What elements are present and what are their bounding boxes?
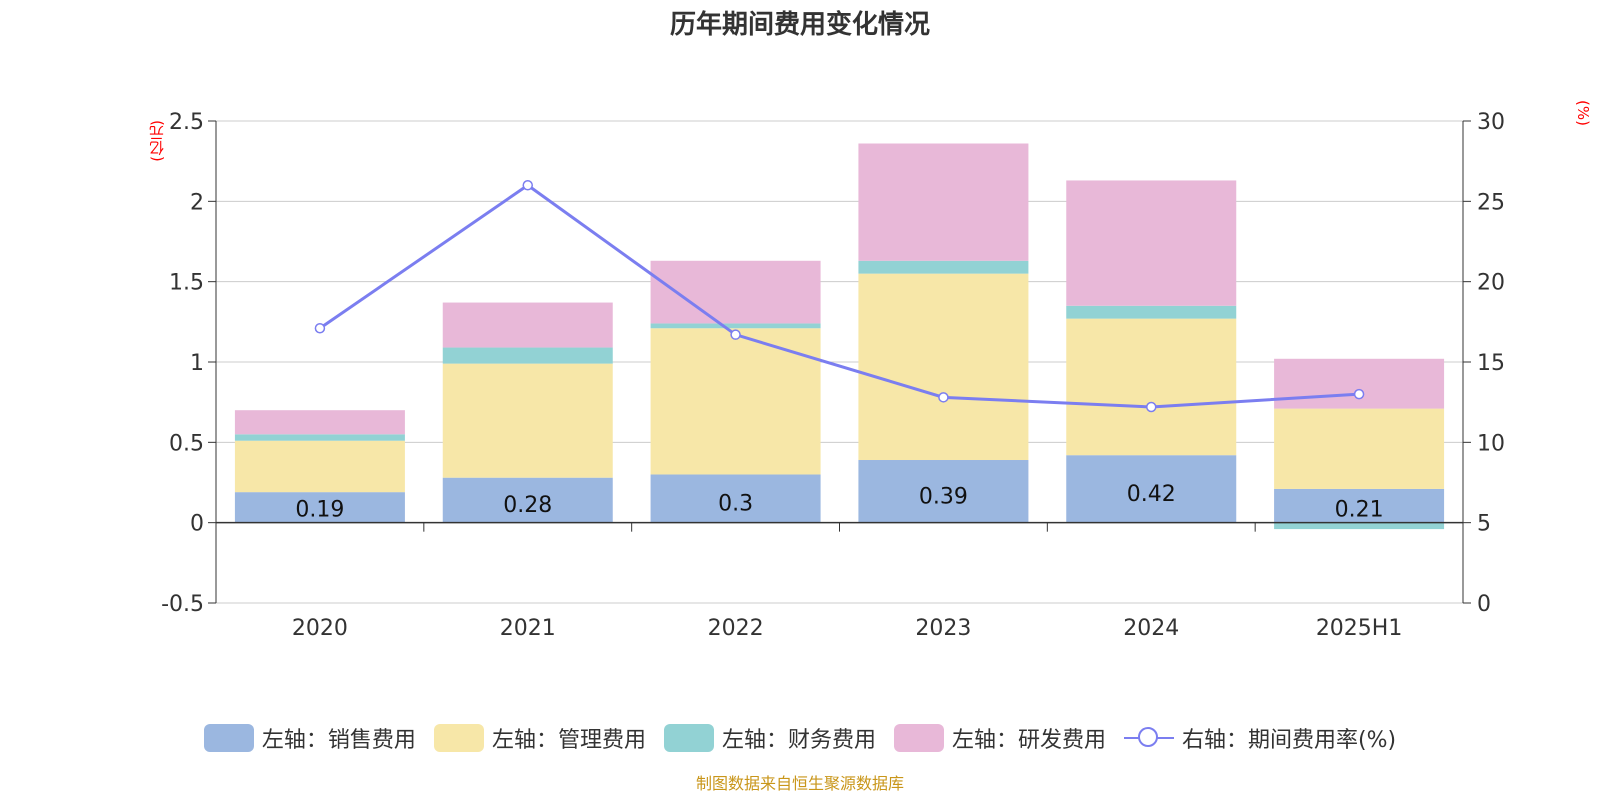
bar-segment [234, 410, 405, 435]
legend-swatch-sales [203, 724, 254, 752]
bar-segment [1274, 488, 1445, 523]
left-tick-label: 0 [190, 512, 204, 537]
legend-item-rate[interactable]: 右轴：期间费用率(%) [1123, 722, 1397, 754]
legend-swatch-finance [663, 724, 714, 752]
category-label: 2023 [915, 616, 971, 641]
bar-data-label: 0.19 [295, 498, 344, 523]
bar-data-label: 0.28 [503, 493, 552, 518]
bar-segment [858, 460, 1029, 523]
bar-segment [442, 477, 613, 523]
rate-point [1353, 388, 1365, 400]
category-label: 2020 [292, 616, 348, 641]
category-label: 2021 [500, 616, 556, 641]
right-axis-unit: (%) [1574, 100, 1592, 126]
rate-point [730, 329, 741, 340]
legend-item-admin[interactable]: 左轴：管理费用 [433, 722, 646, 754]
bar-segment [442, 363, 613, 478]
rate-point [314, 323, 326, 334]
legend: 左轴：销售费用 左轴：管理费用 左轴：财务费用 左轴：研发费用 右轴：期间费用率… [0, 722, 1600, 754]
left-tick-label: -0.5 [161, 592, 204, 617]
right-tick-label: 20 [1477, 271, 1505, 296]
bar-data-label: 0.39 [919, 484, 968, 509]
left-tick-label: 2 [190, 190, 204, 215]
legend-label-admin: 左轴：管理费用 [491, 728, 646, 753]
right-tick-label: 30 [1477, 110, 1505, 135]
bar-segment [442, 302, 613, 348]
bar-segment [858, 143, 1029, 261]
legend-swatch-rate [1123, 724, 1174, 752]
bar-segment [1066, 180, 1237, 306]
bar-segment [650, 328, 821, 475]
legend-item-sales[interactable]: 左轴：销售费用 [203, 722, 416, 754]
right-tick-label: 5 [1477, 512, 1491, 537]
legend-item-rd[interactable]: 左轴：研发费用 [893, 722, 1106, 754]
left-tick-label: 1.5 [169, 271, 204, 296]
legend-label-finance: 左轴：财务费用 [721, 728, 876, 753]
category-label: 2022 [708, 616, 764, 641]
chart-title: 历年期间费用变化情况 [669, 10, 930, 40]
bar-segment [1066, 318, 1237, 456]
left-tick-label: 1 [190, 351, 204, 376]
bar-segment [650, 323, 821, 329]
category-label: 2024 [1123, 616, 1179, 641]
legend-item-finance[interactable]: 左轴：财务费用 [663, 722, 876, 754]
bar-segment [442, 347, 613, 364]
left-tick-label: 2.5 [169, 110, 204, 135]
legend-label-rate: 右轴：期间费用率(%) [1181, 728, 1397, 753]
bar-segment [1066, 455, 1237, 523]
bar-segment [1274, 358, 1445, 409]
bar-segment [234, 434, 405, 441]
rate-line [319, 183, 1360, 409]
bar-segment [1274, 408, 1445, 489]
rate-point [1146, 401, 1157, 413]
bar-segment [650, 474, 821, 523]
bar-segment [858, 273, 1029, 461]
bar-segment [234, 440, 405, 493]
legend-label-sales: 左轴：销售费用 [261, 728, 416, 753]
data-source: 制图数据来自恒生聚源数据库 [695, 774, 904, 793]
bar-data-label: 0.42 [1127, 482, 1176, 507]
bar-segment [1274, 522, 1445, 530]
right-tick-label: 0 [1477, 592, 1491, 617]
bar-segment [1066, 305, 1237, 319]
right-tick-label: 25 [1477, 190, 1505, 215]
legend-swatch-admin [433, 724, 484, 752]
legend-swatch-rd [893, 724, 944, 752]
bar-data-label: 0.21 [1335, 498, 1384, 523]
bar-segment [234, 492, 405, 523]
rate-point [522, 180, 533, 191]
rate-point [938, 392, 949, 403]
legend-label-rd: 左轴：研发费用 [951, 728, 1106, 753]
chart-plot: 2.5 2 1.5 1 0.5 0 -0.5 30 25 20 15 10 5 0 2020 2021 2022… [161, 110, 1505, 641]
category-label: 2025H1 [1316, 616, 1403, 641]
bar-segment [858, 260, 1029, 274]
bar-data-label: 0.3 [718, 492, 753, 517]
right-tick-label: 10 [1477, 431, 1505, 456]
left-tick-label: 0.5 [169, 431, 204, 456]
right-tick-label: 15 [1477, 351, 1505, 376]
